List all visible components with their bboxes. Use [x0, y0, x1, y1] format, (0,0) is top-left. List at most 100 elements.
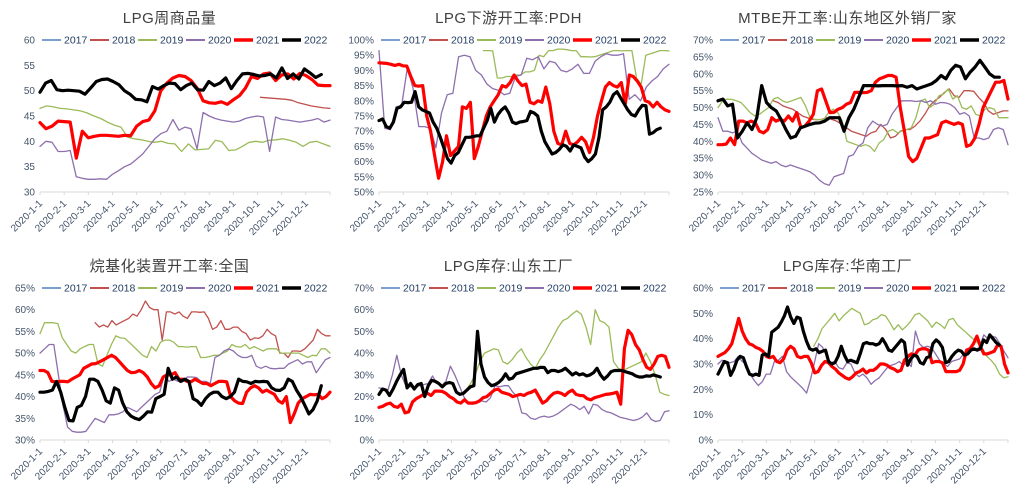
series-line-2022	[716, 58, 1001, 140]
y-tick-label: 30%	[693, 171, 713, 182]
chart-lpg-weekly-volume: LPG周商品量 30 35 40 45 50 55 60 2020-1-1 2020-2-1 20…	[0, 0, 339, 248]
legend-label-2022: 2022	[304, 283, 328, 295]
y-tick-label: 45%	[693, 120, 713, 131]
y-tick-label: 50%	[693, 103, 713, 114]
chart-legend: 2017 2018 2019 2020 2021 2022	[720, 283, 1006, 295]
legend-label-2017: 2017	[64, 283, 88, 295]
legend-label-2017: 2017	[742, 283, 766, 295]
x-axis: 2020-1-12020-2-12020-3-12020-4-12020-5-1…	[348, 439, 670, 486]
series-line-2021	[716, 73, 1010, 164]
series-line-2020	[39, 343, 331, 433]
y-tick-label: 55%	[693, 86, 713, 97]
y-tick-label: 0%	[360, 436, 375, 447]
y-tick-label: 40%	[354, 349, 374, 360]
y-tick-label: 95%	[354, 51, 374, 62]
series-line-2022	[377, 329, 662, 399]
legend-label-2021: 2021	[256, 35, 280, 47]
y-tick-label: 35%	[693, 154, 713, 165]
legend-label-2018: 2018	[790, 35, 814, 47]
chart-mtbe-operating-rate: MTBE开工率:山东地区外销厂家 25% 30% 35% 40% 45% 50% 55% 60…	[678, 0, 1017, 248]
y-tick-label: 20%	[693, 385, 713, 396]
y-tick-label: 50%	[354, 327, 374, 338]
y-tick-label: 70%	[354, 127, 374, 138]
y-tick-label: 60%	[693, 284, 713, 295]
series-line-2020	[378, 49, 670, 149]
y-tick-label: 0%	[699, 436, 714, 447]
y-tick-label: 40%	[15, 392, 35, 403]
y-tick-label: 60%	[354, 305, 374, 316]
y-tick-label: 55%	[354, 172, 374, 183]
y-tick-label: 55%	[15, 327, 35, 338]
y-tick-label: 65%	[354, 142, 374, 153]
y-tick-label: 85%	[354, 81, 374, 92]
series-lines	[38, 300, 332, 433]
legend-label-2018: 2018	[112, 283, 136, 295]
y-tick-label: 60%	[354, 157, 374, 168]
chart-alkylation-operating-rate: 烷基化装置开工率:全国 30% 35% 40% 45% 50% 55% 60% 65% 2020…	[0, 248, 339, 496]
chart-plot: 30 35 40 45 50 55 60 2020-1-1 2020-2-1 2020-3-1 20…	[0, 26, 339, 248]
legend-label-2019: 2019	[499, 283, 523, 295]
chart-legend: 2017 2018 2019 2020 2021 2022	[42, 35, 328, 47]
chart-canvas: 25% 30% 35% 40% 45% 50% 55% 60% 65% 70% 2020-1-120…	[687, 35, 1010, 238]
legend-label-2019: 2019	[160, 35, 184, 47]
y-tick-label: 50%	[354, 188, 374, 199]
y-tick-label: 35	[24, 162, 36, 173]
x-axis: 2020-1-12020-2-12020-3-12020-4-12020-5-1…	[687, 439, 1009, 486]
y-tick-label: 35%	[15, 414, 35, 425]
legend-label-2019: 2019	[838, 283, 862, 295]
y-tick-label: 70%	[693, 36, 713, 47]
x-axis: 2020-1-12020-2-12020-3-12020-4-12020-5-1…	[9, 191, 331, 238]
y-tick-label: 65%	[693, 52, 713, 63]
y-tick-label: 40	[24, 137, 36, 148]
chart-title: LPG周商品量	[122, 10, 217, 27]
y-tick-label: 55	[24, 61, 36, 72]
series-line-2018	[94, 300, 331, 359]
legend-label-2020: 2020	[886, 35, 910, 47]
series-line-2022	[377, 90, 662, 165]
y-tick-label: 25%	[693, 188, 713, 199]
series-lines	[377, 48, 671, 180]
y-tick-label: 30%	[354, 370, 374, 381]
y-tick-label: 30%	[693, 360, 713, 371]
series-line-2019	[39, 322, 331, 367]
y-tick-label: 65%	[15, 284, 35, 295]
series-line-2022	[38, 66, 323, 104]
y-tick-label: 60%	[15, 305, 35, 316]
legend-label-2018: 2018	[451, 283, 475, 295]
series-line-2020	[717, 100, 1009, 186]
series-line-2020	[378, 354, 670, 423]
series-line-2019	[465, 309, 670, 397]
legend-label-2019: 2019	[499, 35, 523, 47]
y-tick-label: 60%	[693, 69, 713, 80]
chart-canvas: 50% 55% 60% 65% 70% 75% 80% 85% 90% 95% 100% 2020-1…	[348, 35, 671, 238]
x-axis: 2020-1-12020-2-12020-3-12020-4-12020-5-1…	[9, 439, 331, 486]
y-tick-label: 10%	[693, 410, 713, 421]
legend-label-2022: 2022	[643, 283, 667, 295]
legend-label-2022: 2022	[304, 35, 328, 47]
chart-plot: 0% 10% 20% 30% 40% 50% 60% 2020-1-1 2020-2-1 2020…	[678, 274, 1017, 496]
chart-canvas: 0% 10% 20% 30% 40% 50% 60% 2020-1-12020-2-12020…	[687, 283, 1010, 486]
y-tick-label: 50%	[15, 349, 35, 360]
y-tick-label: 90%	[354, 66, 374, 77]
series-line-2022	[38, 366, 323, 423]
series-line-2018	[259, 96, 331, 110]
x-axis: 2020-1-12020-2-12020-3-12020-4-12020-5-1…	[687, 191, 1009, 238]
y-axis: 0% 10% 20% 30% 40% 50% 60% 70%	[354, 284, 374, 447]
y-tick-label: 50	[24, 86, 36, 97]
series-line-2021	[377, 61, 671, 180]
legend-label-2022: 2022	[982, 283, 1006, 295]
chart-canvas: 30% 35% 40% 45% 50% 55% 60% 65% 2020-1-12020-2-1…	[9, 283, 332, 486]
legend-label-2021: 2021	[256, 283, 280, 295]
legend-label-2017: 2017	[64, 35, 88, 47]
series-line-2018	[772, 88, 1009, 139]
y-tick-label: 20%	[354, 392, 374, 403]
chart-legend: 2017 2018 2019 2020 2021 2022	[381, 35, 667, 47]
y-axis: 30% 35% 40% 45% 50% 55% 60% 65%	[15, 284, 35, 447]
legend-label-2021: 2021	[595, 35, 619, 47]
legend-label-2018: 2018	[112, 35, 136, 47]
chart-canvas: 0% 10% 20% 30% 40% 50% 60% 70% 2020-1-12020-2-12…	[348, 283, 671, 486]
legend-label-2017: 2017	[403, 35, 427, 47]
y-tick-label: 30%	[15, 436, 35, 447]
y-tick-label: 80%	[354, 96, 374, 107]
